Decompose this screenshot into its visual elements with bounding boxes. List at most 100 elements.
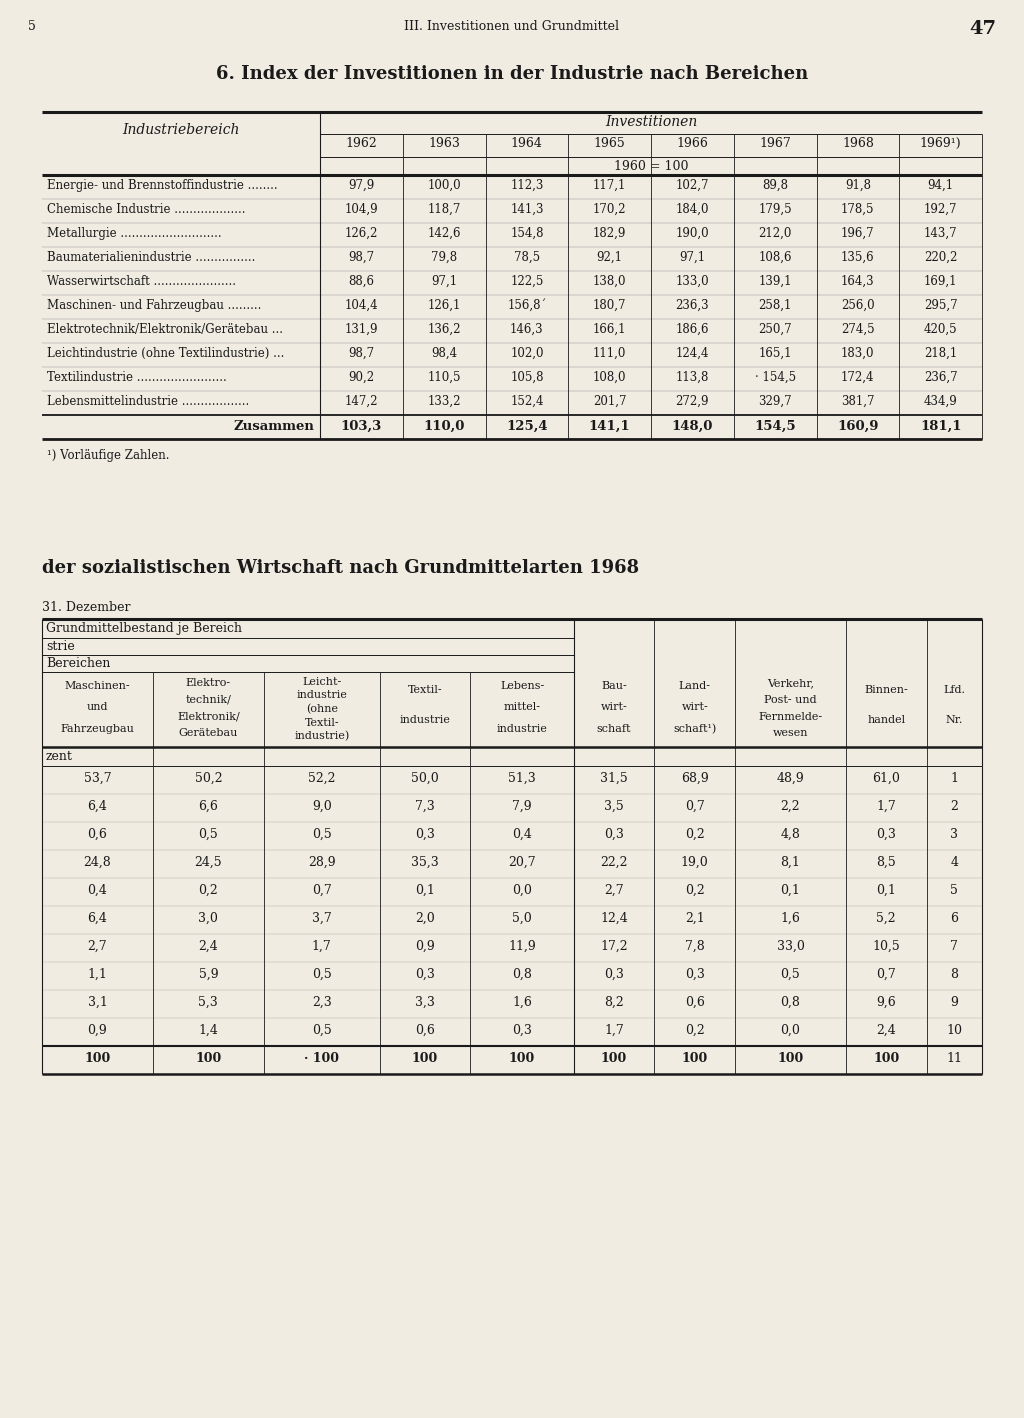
Text: 0,5: 0,5 bbox=[780, 968, 801, 981]
Text: 0,2: 0,2 bbox=[685, 828, 705, 841]
Text: 160,9: 160,9 bbox=[838, 420, 879, 432]
Text: 0,2: 0,2 bbox=[685, 1024, 705, 1037]
Text: 122,5: 122,5 bbox=[510, 275, 544, 288]
Text: 50,0: 50,0 bbox=[412, 771, 439, 786]
Text: 52,2: 52,2 bbox=[308, 771, 336, 786]
Text: 24,8: 24,8 bbox=[84, 856, 112, 869]
Text: 5,3: 5,3 bbox=[199, 995, 218, 1010]
Text: 5,0: 5,0 bbox=[512, 912, 531, 925]
Text: und: und bbox=[87, 702, 109, 712]
Text: 143,7: 143,7 bbox=[924, 227, 957, 240]
Text: Nr.: Nr. bbox=[945, 715, 963, 725]
Text: Wasserwirtschaft ......................: Wasserwirtschaft ...................... bbox=[47, 275, 236, 288]
Text: 164,3: 164,3 bbox=[841, 275, 874, 288]
Text: 35,3: 35,3 bbox=[412, 856, 439, 869]
Text: 133,2: 133,2 bbox=[427, 396, 461, 408]
Text: 131,9: 131,9 bbox=[345, 323, 378, 336]
Text: Maschinen- und Fahrzeugbau .........: Maschinen- und Fahrzeugbau ......... bbox=[47, 299, 261, 312]
Text: Gerätebau: Gerätebau bbox=[178, 729, 238, 739]
Text: 33,0: 33,0 bbox=[776, 940, 805, 953]
Text: 0,0: 0,0 bbox=[780, 1024, 801, 1037]
Text: 138,0: 138,0 bbox=[593, 275, 627, 288]
Text: 111,0: 111,0 bbox=[593, 347, 627, 360]
Text: Verkehr,: Verkehr, bbox=[767, 678, 814, 688]
Text: Industriebereich: Industriebereich bbox=[122, 123, 240, 138]
Text: 31. Dezember: 31. Dezember bbox=[42, 601, 130, 614]
Text: 10: 10 bbox=[946, 1024, 963, 1037]
Text: 100,0: 100,0 bbox=[427, 179, 461, 191]
Text: 124,4: 124,4 bbox=[676, 347, 710, 360]
Text: 9,6: 9,6 bbox=[877, 995, 896, 1010]
Text: 118,7: 118,7 bbox=[427, 203, 461, 216]
Text: (ohne: (ohne bbox=[306, 705, 338, 715]
Text: 2,2: 2,2 bbox=[780, 800, 801, 813]
Text: 78,5: 78,5 bbox=[514, 251, 540, 264]
Text: 0,3: 0,3 bbox=[877, 828, 896, 841]
Text: 142,6: 142,6 bbox=[427, 227, 461, 240]
Text: 250,7: 250,7 bbox=[759, 323, 792, 336]
Text: 6,4: 6,4 bbox=[87, 800, 108, 813]
Text: 1,7: 1,7 bbox=[312, 940, 332, 953]
Text: 0,1: 0,1 bbox=[780, 883, 801, 898]
Text: 48,9: 48,9 bbox=[776, 771, 804, 786]
Text: 5,9: 5,9 bbox=[199, 968, 218, 981]
Text: 8,5: 8,5 bbox=[877, 856, 896, 869]
Text: 0,2: 0,2 bbox=[199, 883, 218, 898]
Text: 9,0: 9,0 bbox=[312, 800, 332, 813]
Text: 3: 3 bbox=[950, 828, 958, 841]
Text: 0,6: 0,6 bbox=[415, 1024, 435, 1037]
Text: 133,0: 133,0 bbox=[676, 275, 710, 288]
Text: 2,4: 2,4 bbox=[877, 1024, 896, 1037]
Text: handel: handel bbox=[867, 715, 905, 725]
Text: 90,2: 90,2 bbox=[348, 372, 375, 384]
Text: 89,8: 89,8 bbox=[762, 179, 788, 191]
Text: Leichtindustrie (ohne Textilindustrie) ...: Leichtindustrie (ohne Textilindustrie) .… bbox=[47, 347, 285, 360]
Text: 218,1: 218,1 bbox=[924, 347, 957, 360]
Text: 3,5: 3,5 bbox=[604, 800, 624, 813]
Text: 2,7: 2,7 bbox=[88, 940, 108, 953]
Text: Post- und: Post- und bbox=[764, 695, 817, 705]
Text: 102,7: 102,7 bbox=[676, 179, 710, 191]
Text: 61,0: 61,0 bbox=[872, 771, 900, 786]
Text: 1,6: 1,6 bbox=[780, 912, 801, 925]
Text: 0,4: 0,4 bbox=[87, 883, 108, 898]
Text: 0,3: 0,3 bbox=[415, 828, 435, 841]
Text: 2,7: 2,7 bbox=[604, 883, 624, 898]
Text: Grundmittelbestand je Bereich: Grundmittelbestand je Bereich bbox=[46, 623, 242, 635]
Text: 0,7: 0,7 bbox=[312, 883, 332, 898]
Text: 172,4: 172,4 bbox=[841, 372, 874, 384]
Text: 50,2: 50,2 bbox=[195, 771, 222, 786]
Text: 1965: 1965 bbox=[594, 138, 626, 150]
Text: 100: 100 bbox=[196, 1052, 221, 1065]
Text: mittel-: mittel- bbox=[504, 702, 541, 712]
Text: 236,7: 236,7 bbox=[924, 372, 957, 384]
Text: Land-: Land- bbox=[679, 681, 711, 691]
Text: 272,9: 272,9 bbox=[676, 396, 710, 408]
Text: 7: 7 bbox=[950, 940, 958, 953]
Text: 108,0: 108,0 bbox=[593, 372, 627, 384]
Text: 0,8: 0,8 bbox=[780, 995, 801, 1010]
Text: 24,5: 24,5 bbox=[195, 856, 222, 869]
Text: 100: 100 bbox=[412, 1052, 438, 1065]
Text: Zusammen: Zusammen bbox=[233, 420, 314, 432]
Text: Energie- und Brennstoffindustrie ........: Energie- und Brennstoffindustrie .......… bbox=[47, 179, 278, 191]
Text: 186,6: 186,6 bbox=[676, 323, 710, 336]
Text: 11,9: 11,9 bbox=[508, 940, 536, 953]
Text: 381,7: 381,7 bbox=[841, 396, 874, 408]
Text: 0,7: 0,7 bbox=[685, 800, 705, 813]
Text: schaft: schaft bbox=[597, 723, 632, 733]
Text: 236,3: 236,3 bbox=[676, 299, 710, 312]
Text: wirt-: wirt- bbox=[681, 702, 708, 712]
Text: 100: 100 bbox=[509, 1052, 536, 1065]
Text: 28,9: 28,9 bbox=[308, 856, 336, 869]
Text: 1964: 1964 bbox=[511, 138, 543, 150]
Text: 8,1: 8,1 bbox=[780, 856, 801, 869]
Text: 1: 1 bbox=[950, 771, 958, 786]
Text: 0,7: 0,7 bbox=[877, 968, 896, 981]
Text: 98,7: 98,7 bbox=[348, 347, 375, 360]
Text: 102,0: 102,0 bbox=[510, 347, 544, 360]
Text: 7,3: 7,3 bbox=[415, 800, 435, 813]
Text: 181,1: 181,1 bbox=[920, 420, 962, 432]
Text: Elektronik/: Elektronik/ bbox=[177, 712, 240, 722]
Text: 1969¹): 1969¹) bbox=[920, 138, 962, 150]
